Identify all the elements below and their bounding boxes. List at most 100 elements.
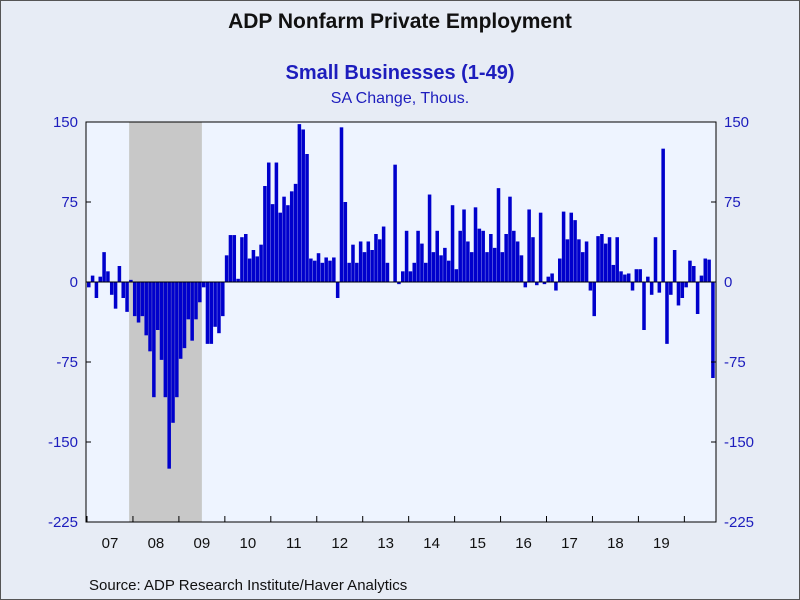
bar <box>90 275 95 282</box>
bar <box>535 282 539 286</box>
bar <box>401 271 405 282</box>
bar <box>259 244 263 282</box>
bar <box>477 228 482 282</box>
bar <box>588 282 593 291</box>
bar <box>144 282 148 336</box>
bar <box>485 252 489 282</box>
bar <box>347 262 351 282</box>
bar <box>550 273 554 282</box>
bar <box>611 264 616 282</box>
y-tick-label-right: -150 <box>724 434 754 451</box>
bar <box>159 282 164 360</box>
bar <box>680 282 685 298</box>
bar <box>358 241 363 282</box>
bar <box>546 276 551 282</box>
bar <box>201 282 206 288</box>
bar <box>255 256 260 282</box>
y-tick-label-left: -150 <box>48 434 78 451</box>
bar <box>404 230 409 282</box>
bar <box>102 252 106 282</box>
bar <box>427 194 432 282</box>
bar <box>462 209 466 282</box>
bar <box>148 282 152 352</box>
bar <box>98 276 103 282</box>
bar <box>649 282 654 295</box>
bar <box>435 230 439 282</box>
bar <box>175 282 179 398</box>
bar <box>473 207 478 282</box>
bar <box>573 220 577 282</box>
bar <box>531 237 535 282</box>
bar <box>87 282 91 288</box>
bar <box>431 252 436 282</box>
bar <box>194 282 198 320</box>
bar <box>324 257 328 282</box>
bar <box>703 258 708 282</box>
bar <box>515 241 520 282</box>
bar <box>630 282 635 291</box>
bar <box>454 269 459 282</box>
bar <box>469 252 474 282</box>
bar <box>224 255 229 282</box>
y-tick-label-right: 75 <box>724 194 741 211</box>
bar <box>408 271 413 282</box>
x-tick-label: 08 <box>148 535 165 552</box>
bar <box>351 244 355 282</box>
x-tick-label: 10 <box>239 535 256 552</box>
bar <box>523 282 528 288</box>
chart-title: ADP Nonfarm Private Employment <box>228 10 572 33</box>
bar <box>132 282 137 317</box>
bar <box>642 282 646 330</box>
bar <box>416 230 420 282</box>
bar <box>561 211 566 282</box>
bar <box>282 196 286 282</box>
bar <box>592 282 596 317</box>
bar <box>569 212 574 282</box>
bar <box>106 271 110 282</box>
bar <box>554 282 558 291</box>
bar <box>538 212 543 282</box>
bar <box>362 252 367 282</box>
y-tick-label-left: -225 <box>48 514 78 531</box>
bar <box>209 282 214 344</box>
bar <box>707 259 711 282</box>
bar <box>167 282 171 469</box>
bar <box>450 205 455 282</box>
x-tick-label: 18 <box>607 535 624 552</box>
bar <box>244 234 248 282</box>
bar <box>129 279 133 282</box>
source-note: Source: ADP Research Institute/Haver Ana… <box>89 577 408 594</box>
bar <box>278 212 282 282</box>
bar <box>94 282 99 298</box>
bar <box>615 237 619 282</box>
y-tick-label-right: 150 <box>724 114 749 131</box>
bar <box>309 258 313 282</box>
bar <box>335 282 340 298</box>
y-tick-label-left: 150 <box>53 114 78 131</box>
bar <box>328 260 332 282</box>
bar <box>692 266 696 282</box>
bar <box>232 235 237 282</box>
bar <box>240 237 244 282</box>
bar <box>596 236 600 282</box>
bar <box>439 255 443 282</box>
bar <box>580 252 585 282</box>
bar <box>343 202 348 282</box>
y-tick-label-left: 75 <box>61 194 78 211</box>
bar <box>634 269 639 282</box>
unit-label: SA Change, Thous. <box>330 90 470 107</box>
bar <box>274 162 279 282</box>
bar <box>657 282 662 293</box>
bar <box>370 250 374 282</box>
bar <box>305 154 309 282</box>
bar <box>665 282 669 344</box>
bar <box>443 247 447 282</box>
bar <box>458 230 462 282</box>
bar <box>695 282 700 314</box>
x-tick-label: 17 <box>561 535 578 552</box>
bar <box>378 239 382 282</box>
bar <box>607 237 612 282</box>
bar <box>672 250 677 282</box>
bar <box>711 282 715 378</box>
bar <box>577 239 581 282</box>
